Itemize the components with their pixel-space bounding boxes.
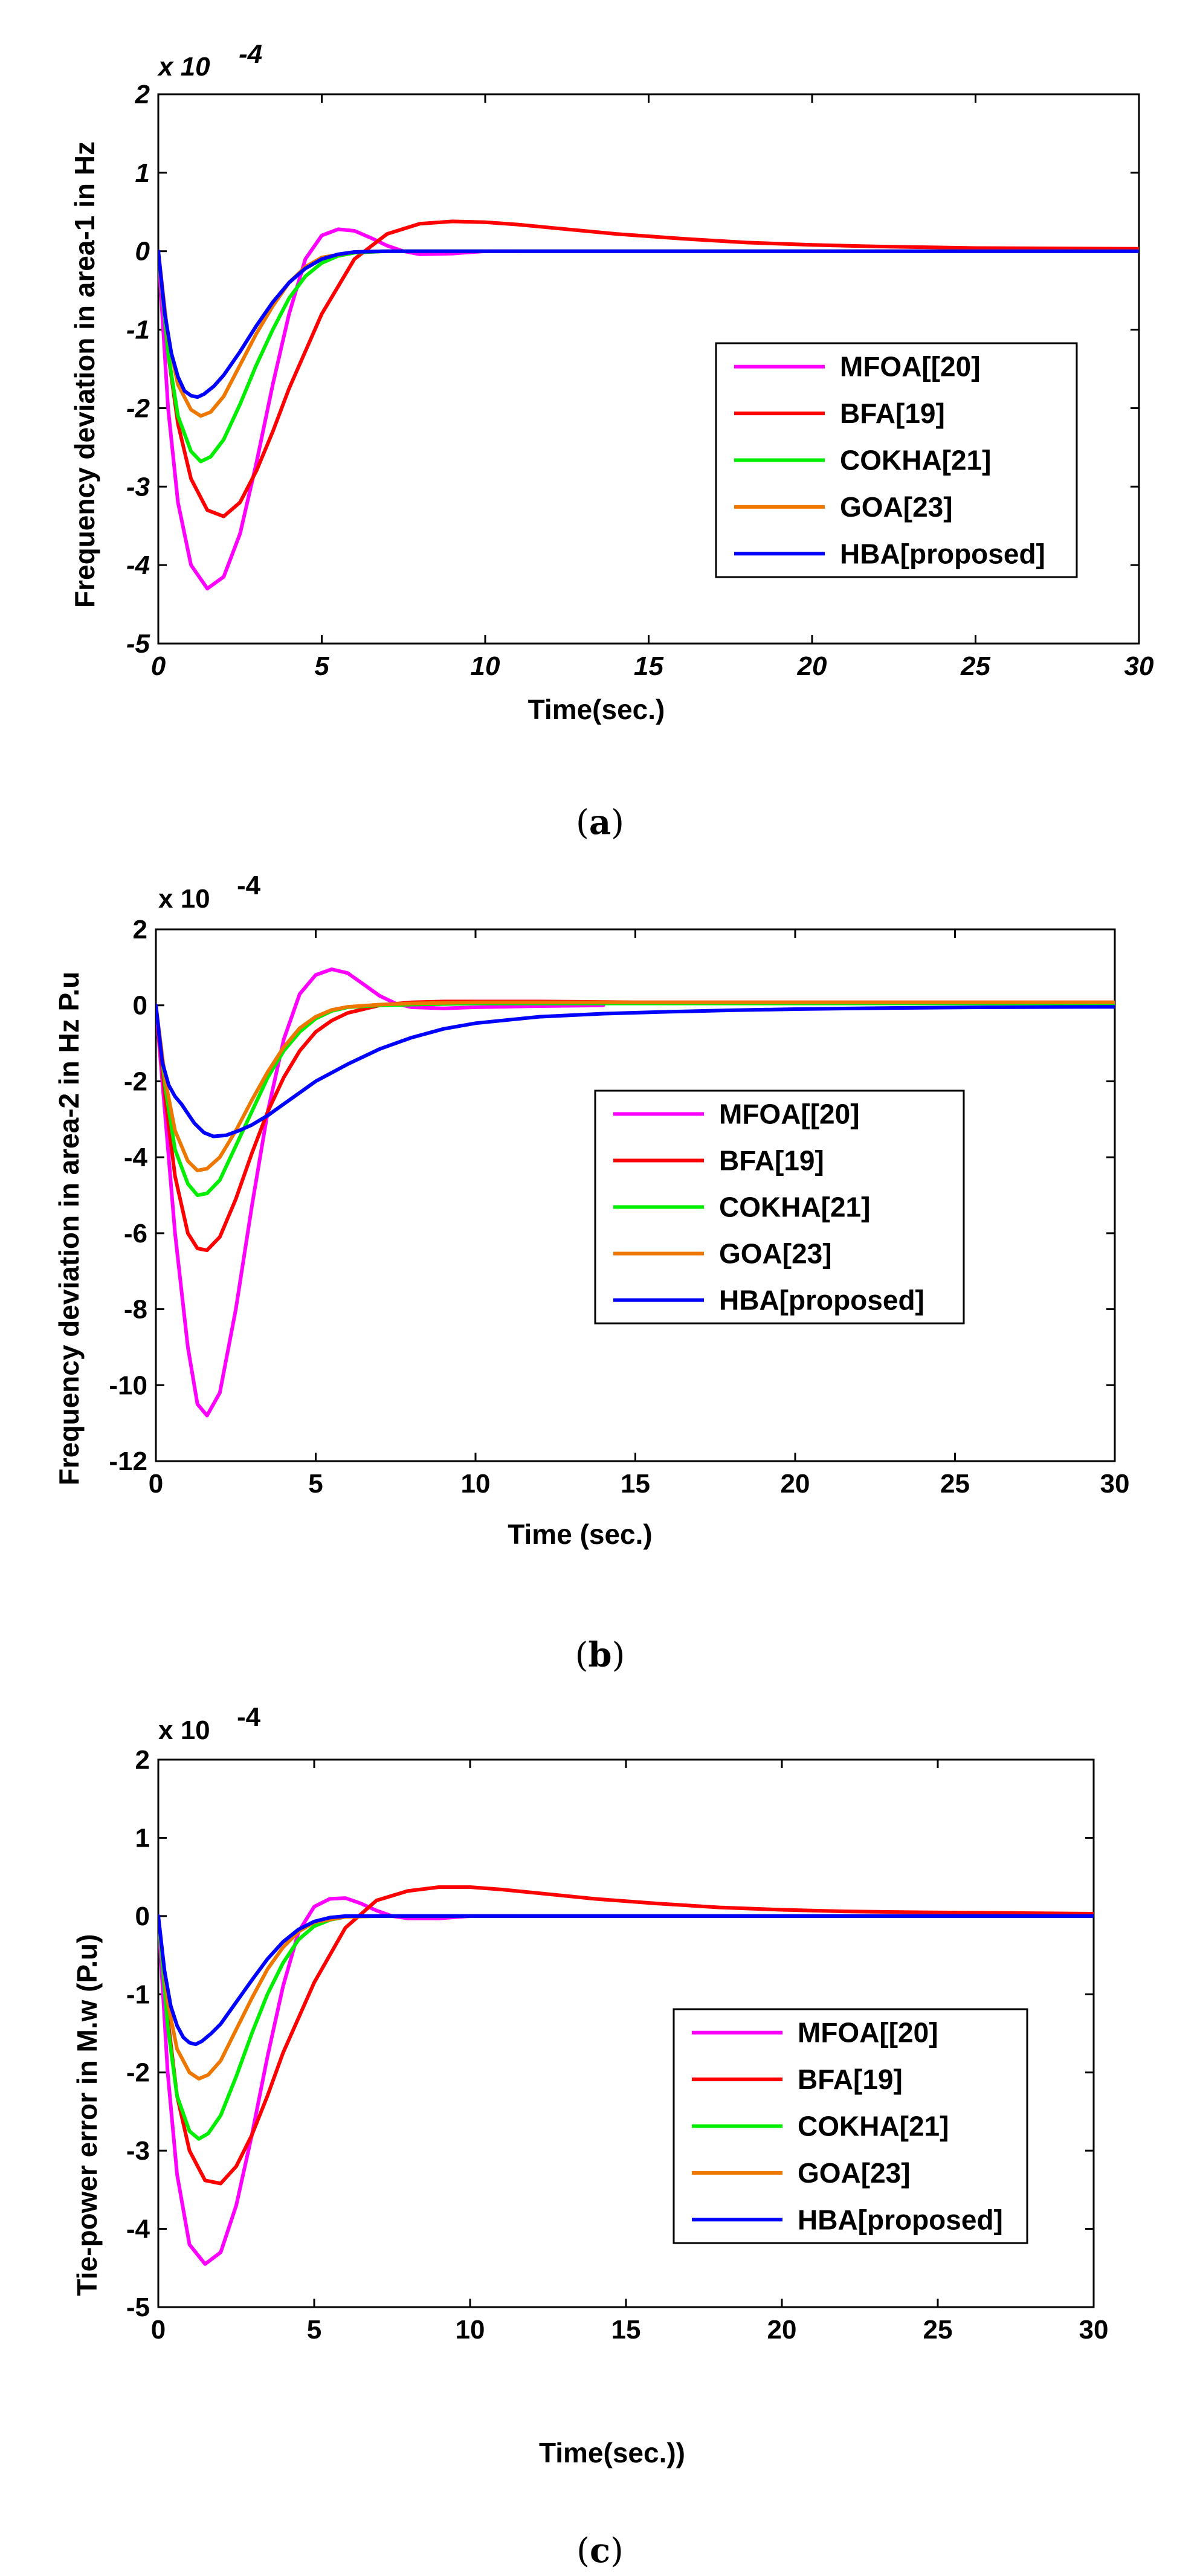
legend-label: MFOA[[20] <box>840 351 981 383</box>
series-line-HBA[proposed] <box>156 1003 1115 1138</box>
y-tick-label: -1 <box>126 315 150 345</box>
legend-label: GOA[23] <box>798 2157 911 2189</box>
x-tick-label: 30 <box>1079 2315 1109 2345</box>
x-tick-label: 5 <box>314 651 329 681</box>
y-tick-label: 0 <box>133 991 147 1021</box>
x-tick-label: 0 <box>151 2315 166 2345</box>
y-tick-label: -1 <box>126 1980 150 2009</box>
y-tick-label: -12 <box>109 1447 147 1476</box>
caption-letter: b <box>588 1635 611 1675</box>
y-tick-label: -10 <box>109 1370 147 1400</box>
caption-letter: c <box>590 2531 610 2571</box>
legend-label: HBA[proposed] <box>840 538 1045 569</box>
exponent-label: x 10 <box>158 1716 210 1745</box>
legend-label: GOA[23] <box>719 1238 832 1270</box>
legend-label: MFOA[[20] <box>798 2017 938 2048</box>
caption: (a) <box>576 802 624 842</box>
series-line-MFOA[[20] <box>158 227 520 591</box>
y-tick-label: 2 <box>135 1745 150 1775</box>
y-tick-label: -2 <box>124 1067 147 1096</box>
y-tick-label: 0 <box>135 1902 150 1931</box>
x-tick-label: 25 <box>960 651 990 681</box>
y-tick-label: -3 <box>126 472 150 502</box>
x-tick-label: 15 <box>611 2315 641 2345</box>
y-axis-label: Frequency deviation in area-2 in Hz P.u <box>53 972 85 1485</box>
y-tick-label: 2 <box>133 915 147 944</box>
panel-b: x 10 -4 Frequency deviation in area-2 in… <box>53 871 1129 1675</box>
y-tick-label: -4 <box>124 1143 148 1172</box>
x-tick-label: 15 <box>621 1469 650 1499</box>
y-tick-label: 0 <box>135 237 150 266</box>
legend-label: GOA[23] <box>840 491 953 523</box>
y-axis-label: Tie-power error in M.w (P.u) <box>71 1934 103 2296</box>
series-line-BFA[19] <box>158 1885 1094 2186</box>
x-tick-label: 10 <box>456 2315 485 2345</box>
x-tick-label: 25 <box>940 1469 970 1499</box>
y-tick-label: -4 <box>126 550 150 580</box>
x-axis-label: Time(sec.)) <box>539 2437 685 2468</box>
series-line-BFA[19] <box>158 219 1139 518</box>
legend-box <box>715 342 1078 578</box>
x-tick-label: 0 <box>151 651 166 681</box>
y-tick-label: 1 <box>135 158 150 188</box>
x-tick-label: 20 <box>781 1469 810 1499</box>
x-axis-label: Time (sec.) <box>508 1519 652 1550</box>
exponent-power: -4 <box>237 871 261 900</box>
legend-label: BFA[19] <box>798 2064 903 2095</box>
caption-letter: a <box>589 802 611 842</box>
legend-label: COKHA[21] <box>840 445 991 476</box>
panel-c: x 10 -4 Tie-power error in M.w (P.u) Tim… <box>71 1702 1108 2571</box>
y-tick-label: -3 <box>126 2136 150 2166</box>
x-tick-label: 10 <box>461 1469 491 1499</box>
x-tick-label: 30 <box>1124 651 1154 681</box>
y-tick-label: -5 <box>126 2293 150 2322</box>
y-tick-label: 2 <box>135 80 150 109</box>
y-tick-label: -5 <box>126 629 150 659</box>
x-tick-label: 10 <box>471 651 500 681</box>
caption: (b) <box>575 1635 625 1675</box>
y-tick-label: 1 <box>135 1823 150 1853</box>
exponent-power: -4 <box>239 39 262 69</box>
legend-label: HBA[proposed] <box>798 2204 1003 2235</box>
series-line-MFOA[[20] <box>156 967 605 1418</box>
exponent-label: x 10 <box>157 52 210 82</box>
legend-label: COKHA[21] <box>798 2111 949 2142</box>
x-tick-label: 0 <box>149 1469 163 1499</box>
panel-a: x 10 -4 Frequency deviation in area-1 in… <box>69 39 1154 842</box>
legend-label: BFA[19] <box>840 398 945 429</box>
series-line-HBA[proposed] <box>158 249 1139 399</box>
x-tick-label: 5 <box>308 1469 323 1499</box>
legend-label: BFA[19] <box>719 1145 824 1177</box>
x-tick-label: 20 <box>767 2315 797 2345</box>
x-tick-label: 5 <box>307 2315 321 2345</box>
legend-label: HBA[proposed] <box>719 1285 924 1316</box>
series-line-HBA[proposed] <box>158 1914 1094 2047</box>
y-tick-label: -2 <box>126 2058 150 2088</box>
series-line-GOA[23] <box>156 1000 1115 1173</box>
x-tick-label: 15 <box>634 651 663 681</box>
exponent-label: x 10 <box>158 884 210 914</box>
y-tick-label: -6 <box>124 1219 147 1248</box>
legend: MFOA[[20] BFA[19] COKHA[21] GOA[23] HBA[prop… <box>715 342 1078 578</box>
legend-label: COKHA[21] <box>719 1192 870 1223</box>
y-tick-label: -2 <box>126 393 150 423</box>
caption: (c) <box>576 2531 624 2571</box>
x-tick-label: 30 <box>1100 1469 1130 1499</box>
legend: MFOA[[20] BFA[19] COKHA[21] GOA[23] HBA[prop… <box>673 2008 1028 2244</box>
exponent-power: -4 <box>237 1702 261 1732</box>
legend: MFOA[[20] BFA[19] COKHA[21] GOA[23] HBA[prop… <box>594 1089 965 1325</box>
x-tick-label: 25 <box>923 2315 953 2345</box>
y-tick-label: -8 <box>124 1295 147 1325</box>
x-axis-label: Time(sec.) <box>528 694 665 725</box>
y-tick-label: -4 <box>126 2215 150 2244</box>
x-tick-label: 20 <box>797 651 827 681</box>
legend-label: MFOA[[20] <box>719 1099 860 1130</box>
y-axis-label: Frequency deviation in area-1 in Hz <box>69 141 100 608</box>
